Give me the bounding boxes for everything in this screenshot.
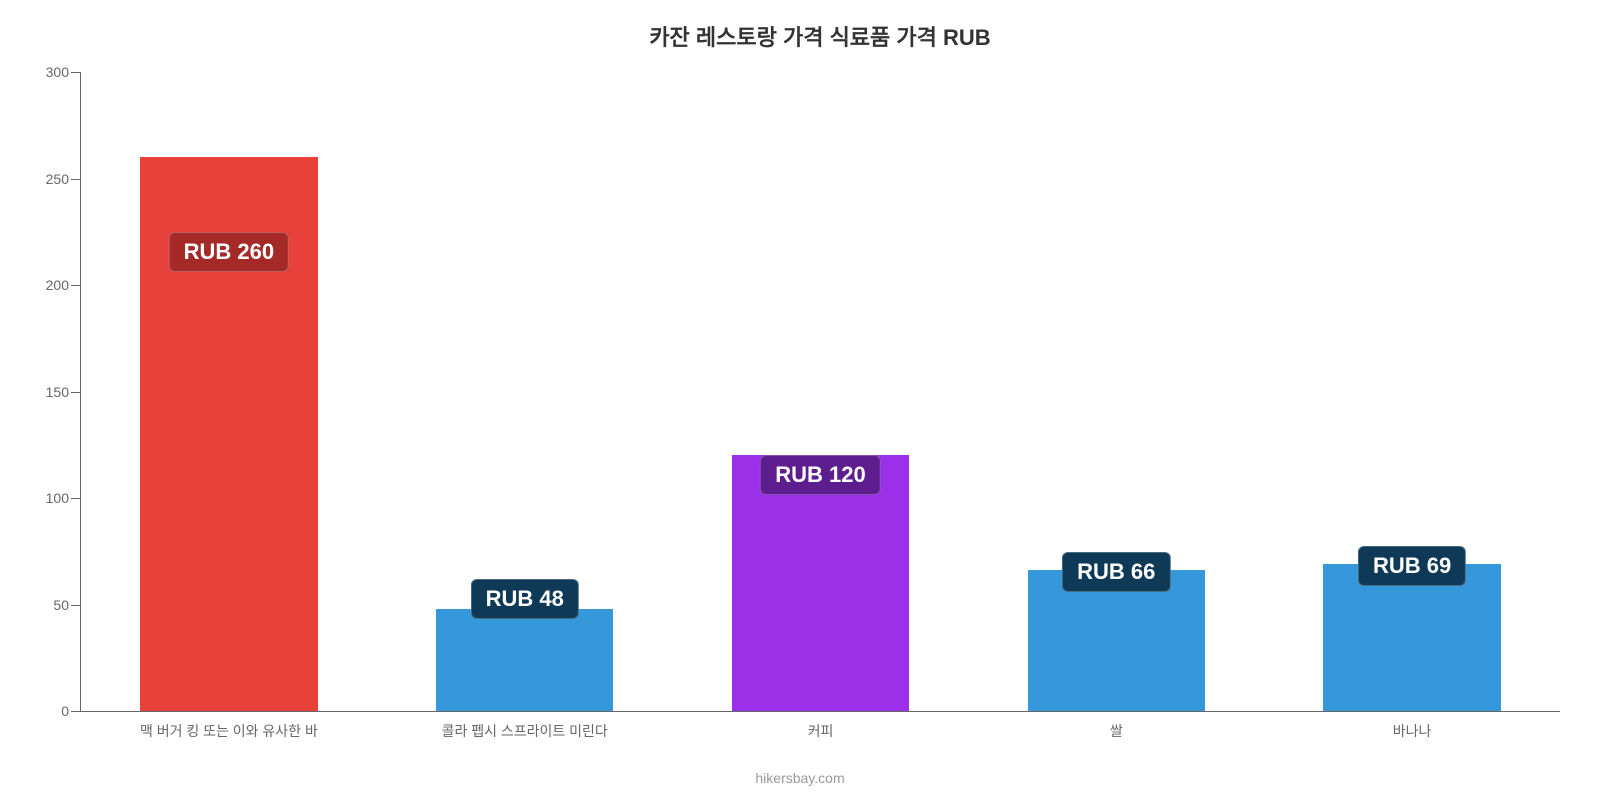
bar <box>436 609 613 711</box>
value-badge: RUB 48 <box>471 579 579 619</box>
bar <box>1323 564 1500 711</box>
bar-slot: RUB 120커피 <box>673 72 969 711</box>
bar-slot: RUB 260맥 버거 킹 또는 이와 유사한 바 <box>81 72 377 711</box>
value-badge: RUB 66 <box>1062 552 1170 592</box>
y-axis-label: 250 <box>46 171 81 187</box>
x-axis-label: 쌀 <box>1110 721 1123 741</box>
bars-group: RUB 260맥 버거 킹 또는 이와 유사한 바RUB 48콜라 펩시 스프라… <box>81 72 1560 711</box>
chart-title: 카잔 레스토랑 가격 식료품 가격 RUB <box>80 20 1560 52</box>
plot-area: RUB 260맥 버거 킹 또는 이와 유사한 바RUB 48콜라 펩시 스프라… <box>80 72 1560 712</box>
x-axis-label: 콜라 펩시 스프라이트 미린다 <box>442 721 608 741</box>
value-badge: RUB 260 <box>169 232 289 272</box>
y-axis-label: 300 <box>46 64 81 80</box>
bar-slot: RUB 69바나나 <box>1264 72 1560 711</box>
bar-slot: RUB 66쌀 <box>968 72 1264 711</box>
bar-slot: RUB 48콜라 펩시 스프라이트 미린다 <box>377 72 673 711</box>
y-axis-label: 200 <box>46 277 81 293</box>
value-badge: RUB 120 <box>760 455 880 495</box>
x-axis-label: 커피 <box>808 721 834 741</box>
y-axis-label: 150 <box>46 384 81 400</box>
chart-container: 카잔 레스토랑 가격 식료품 가격 RUB RUB 260맥 버거 킹 또는 이… <box>0 0 1600 800</box>
attribution-text: hikersbay.com <box>755 770 844 786</box>
x-axis-label: 맥 버거 킹 또는 이와 유사한 바 <box>140 721 318 741</box>
x-axis-label: 바나나 <box>1393 721 1432 741</box>
y-axis-label: 0 <box>61 703 81 719</box>
value-badge: RUB 69 <box>1358 546 1466 586</box>
y-axis-label: 100 <box>46 490 81 506</box>
y-axis-label: 50 <box>53 597 81 613</box>
